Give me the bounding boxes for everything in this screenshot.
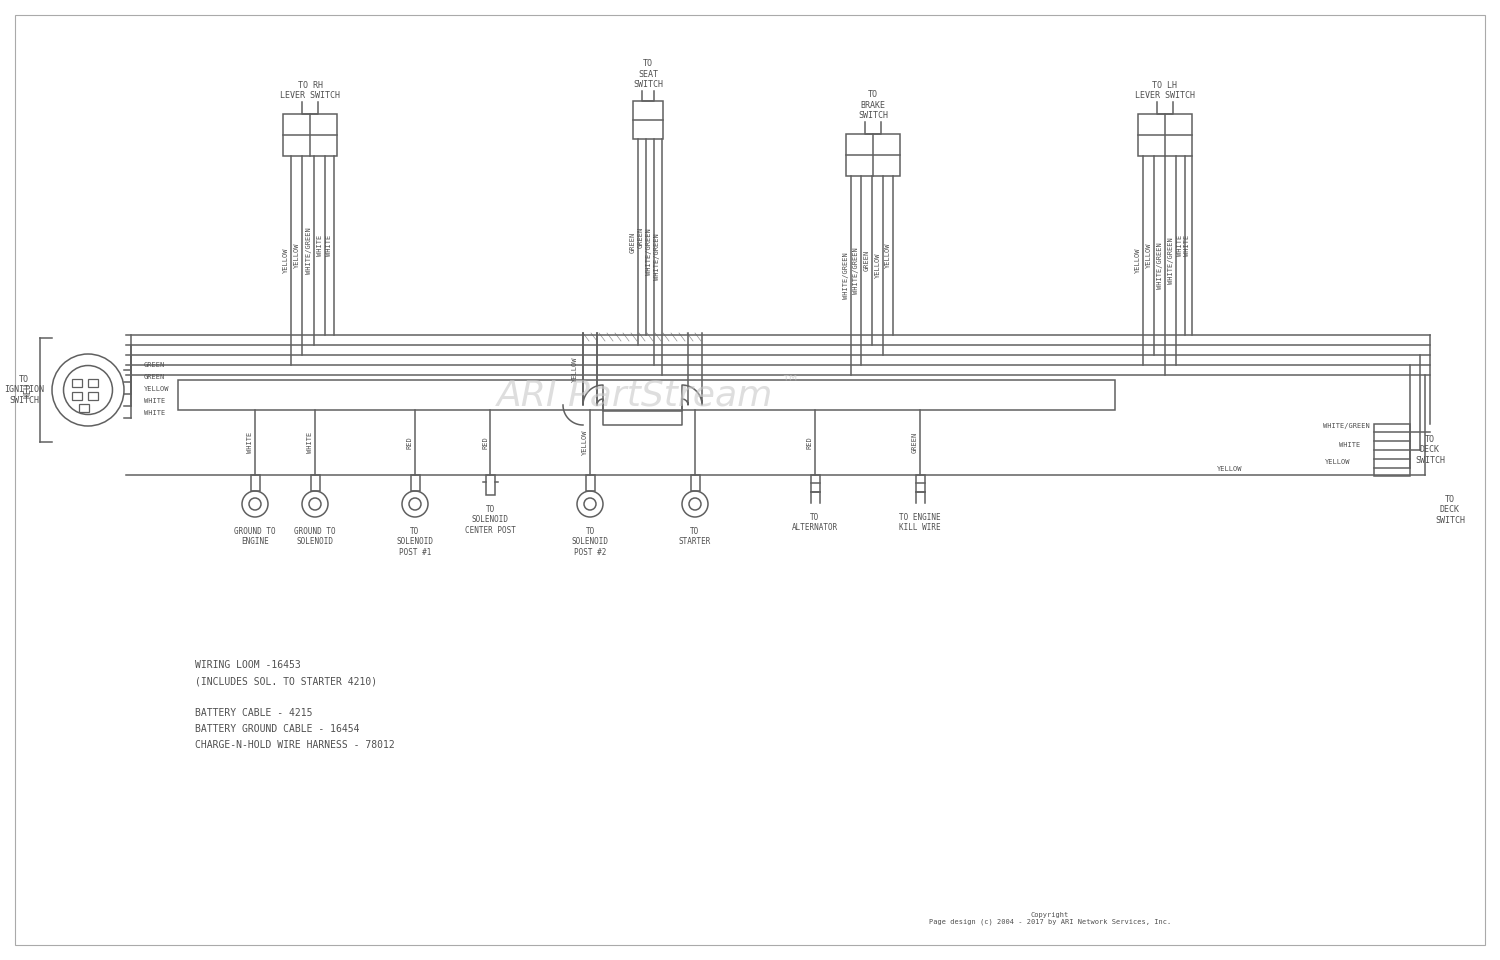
Text: YELLOW: YELLOW — [1146, 243, 1152, 268]
Text: YELLOW: YELLOW — [284, 248, 290, 274]
Text: YELLOW: YELLOW — [572, 356, 578, 382]
Text: WHITE: WHITE — [144, 410, 165, 416]
Bar — [411, 475, 420, 491]
Text: TO ENGINE
KILL WIRE: TO ENGINE KILL WIRE — [898, 513, 940, 533]
Text: RED: RED — [482, 436, 488, 449]
Text: YELLOW: YELLOW — [1324, 459, 1350, 465]
Text: TO
DECK
SWITCH: TO DECK SWITCH — [1436, 495, 1466, 525]
Bar — [88, 392, 98, 400]
Bar — [80, 404, 88, 412]
Text: GREEN: GREEN — [638, 227, 644, 248]
Text: (INCLUDES SOL. TO STARTER 4210): (INCLUDES SOL. TO STARTER 4210) — [195, 676, 376, 686]
Text: YELLOW: YELLOW — [1136, 248, 1142, 274]
Text: BATTERY GROUND CABLE - 16454: BATTERY GROUND CABLE - 16454 — [195, 724, 360, 734]
Text: WHITE/GREEN: WHITE/GREEN — [306, 228, 312, 274]
Text: TO
SOLENOID
POST #1: TO SOLENOID POST #1 — [396, 527, 433, 557]
Text: YELLOW: YELLOW — [885, 243, 891, 268]
Text: TO
DECK
SWITCH: TO DECK SWITCH — [1414, 435, 1444, 465]
Text: TO
STARTER: TO STARTER — [680, 527, 711, 546]
Text: TO
ALTERNATOR: TO ALTERNATOR — [792, 513, 838, 533]
Text: WHITE/GREEN: WHITE/GREEN — [654, 233, 660, 280]
Text: WHITE: WHITE — [248, 432, 254, 453]
Text: TO
SOLENOID
POST #2: TO SOLENOID POST #2 — [572, 527, 609, 557]
Bar — [1138, 114, 1192, 156]
Text: WHITE/GREEN: WHITE/GREEN — [1323, 423, 1370, 429]
Text: GREEN: GREEN — [144, 374, 165, 380]
Text: WHITE: WHITE — [1178, 235, 1184, 256]
Bar — [690, 475, 699, 491]
Bar — [846, 134, 900, 176]
Text: ™: ™ — [780, 373, 800, 393]
Bar — [88, 379, 98, 387]
Text: CHARGE-N-HOLD WIRE HARNESS - 78012: CHARGE-N-HOLD WIRE HARNESS - 78012 — [195, 740, 394, 750]
Text: TO
SEAT
SWITCH: TO SEAT SWITCH — [633, 60, 663, 89]
Bar — [1374, 424, 1410, 476]
Text: TO LH
LEVER SWITCH: TO LH LEVER SWITCH — [1136, 81, 1196, 100]
Bar — [284, 114, 338, 156]
Text: TO
IGNITION
SWITCH: TO IGNITION SWITCH — [4, 375, 44, 405]
Text: WHITE/GREEN: WHITE/GREEN — [843, 252, 849, 299]
Text: YELLOW: YELLOW — [874, 252, 880, 278]
Bar — [810, 475, 819, 492]
Text: WHITE: WHITE — [308, 432, 314, 453]
Text: GROUND TO
SOLENOID: GROUND TO SOLENOID — [294, 527, 336, 546]
Text: GROUND TO
ENGINE: GROUND TO ENGINE — [234, 527, 276, 546]
Bar — [585, 475, 594, 491]
Text: GREEN: GREEN — [864, 250, 870, 271]
Bar — [178, 380, 1114, 410]
Text: WHITE: WHITE — [1338, 442, 1360, 448]
Text: TO
BRAKE
SWITCH: TO BRAKE SWITCH — [858, 90, 888, 120]
Text: YELLOW: YELLOW — [144, 386, 170, 392]
Bar — [72, 379, 82, 387]
Bar — [486, 475, 495, 495]
Text: WHITE/GREEN: WHITE/GREEN — [1156, 242, 1162, 289]
Text: YELLOW: YELLOW — [294, 243, 300, 268]
Text: GREEN: GREEN — [144, 362, 165, 368]
Text: WHITE/GREEN: WHITE/GREEN — [646, 228, 652, 276]
Text: WHITE: WHITE — [1184, 235, 1190, 256]
Text: WHITE: WHITE — [316, 235, 322, 256]
Text: Copyright
Page design (c) 2004 - 2017 by ARI Network Services, Inc.: Copyright Page design (c) 2004 - 2017 by… — [928, 911, 1172, 925]
Text: GREEN: GREEN — [630, 231, 636, 252]
Text: WIRING LOOM -16453: WIRING LOOM -16453 — [195, 660, 300, 670]
Text: ARI PartStream: ARI PartStream — [496, 378, 772, 412]
Bar — [915, 475, 924, 492]
Text: WHITE: WHITE — [326, 235, 332, 256]
Text: RED: RED — [807, 436, 813, 449]
Bar — [633, 101, 663, 139]
Bar — [310, 475, 320, 491]
Text: WHITE/GREEN: WHITE/GREEN — [1168, 237, 1174, 284]
Text: YELLOW: YELLOW — [1218, 466, 1242, 472]
Text: TO RH
LEVER SWITCH: TO RH LEVER SWITCH — [280, 81, 340, 100]
Text: RED: RED — [406, 436, 412, 449]
Text: YELLOW: YELLOW — [582, 430, 588, 455]
Text: TO
SOLENOID
CENTER POST: TO SOLENOID CENTER POST — [465, 505, 516, 535]
Text: GREEN: GREEN — [912, 432, 918, 453]
Bar — [72, 392, 82, 400]
Bar — [251, 475, 260, 491]
Text: WHITE: WHITE — [144, 398, 165, 404]
Text: WHITE/GREEN: WHITE/GREEN — [853, 247, 859, 294]
Text: HEU: HEU — [24, 382, 33, 397]
Text: BATTERY CABLE - 4215: BATTERY CABLE - 4215 — [195, 708, 312, 718]
